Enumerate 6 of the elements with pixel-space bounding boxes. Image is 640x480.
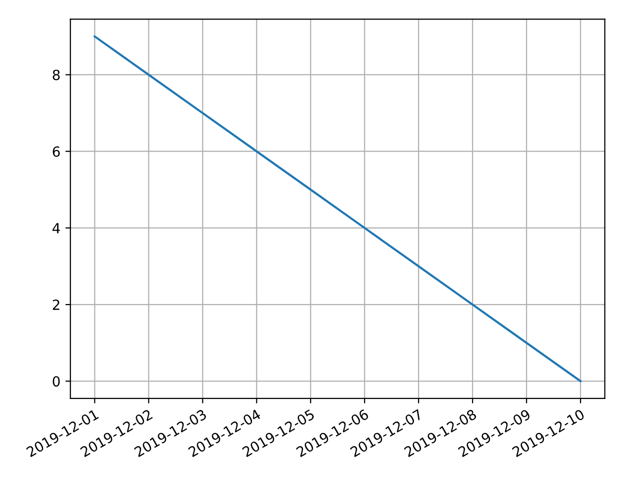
y-tick-label: 4	[52, 223, 60, 234]
y-tick-label: 8	[52, 70, 60, 80]
y-tick-label: 6	[52, 146, 60, 157]
line-series	[94, 35, 582, 382]
y-tick-label: 2	[52, 300, 60, 310]
y-tick-label: 0	[52, 376, 60, 387]
